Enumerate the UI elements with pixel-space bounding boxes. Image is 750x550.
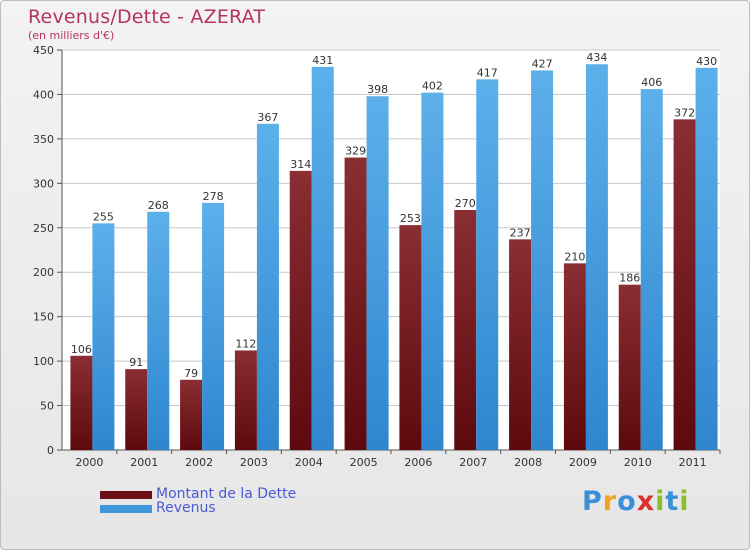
data-label-revenus: 278 xyxy=(203,190,224,203)
bar-dette xyxy=(70,355,93,450)
x-tick-label: 2006 xyxy=(404,456,432,469)
data-label-dette: 91 xyxy=(129,356,143,369)
x-tick-label: 2001 xyxy=(130,456,158,469)
data-label-dette: 270 xyxy=(455,197,476,210)
x-tick-label: 2010 xyxy=(624,456,652,469)
bar-dette xyxy=(289,170,312,450)
logo-letter: P xyxy=(582,486,603,517)
bar-revenus xyxy=(366,96,389,450)
data-label-dette: 112 xyxy=(235,337,256,350)
data-label-dette: 79 xyxy=(184,367,198,380)
x-tick-label: 2011 xyxy=(679,456,707,469)
data-label-revenus: 434 xyxy=(586,51,607,64)
y-tick-label: 0 xyxy=(47,444,54,457)
bar-dette xyxy=(234,350,257,450)
bar-revenus xyxy=(147,211,170,450)
data-label-revenus: 402 xyxy=(422,80,443,93)
logo-letter: i xyxy=(679,486,690,517)
bar-dette xyxy=(618,284,641,450)
data-label-dette: 237 xyxy=(510,226,531,239)
data-label-revenus: 268 xyxy=(148,199,169,212)
x-tick-label: 2005 xyxy=(350,456,378,469)
chart-title: Revenus/Dette - AZERAT xyxy=(28,6,266,28)
x-tick-label: 2009 xyxy=(569,456,597,469)
bar-revenus xyxy=(695,67,718,451)
bar-revenus xyxy=(585,64,608,450)
x-tick-label: 2000 xyxy=(75,456,103,469)
bar-revenus xyxy=(202,202,225,450)
bar-dette xyxy=(344,157,367,451)
y-tick-label: 350 xyxy=(33,133,54,146)
logo-letter: i xyxy=(655,486,666,517)
legend-label-revenus: Revenus xyxy=(156,500,216,516)
bar-revenus xyxy=(476,79,499,450)
x-tick-label: 2002 xyxy=(185,456,213,469)
y-tick-label: 300 xyxy=(33,177,54,190)
data-label-dette: 329 xyxy=(345,145,366,158)
data-label-revenus: 431 xyxy=(312,54,333,67)
y-tick-label: 200 xyxy=(33,266,54,279)
logo-letter: r xyxy=(602,486,618,517)
bar-dette xyxy=(399,225,422,450)
bar-revenus xyxy=(421,92,444,451)
y-tick-label: 400 xyxy=(33,88,54,101)
x-tick-label: 2007 xyxy=(459,456,487,469)
plot-area xyxy=(62,50,720,450)
y-tick-label: 100 xyxy=(33,355,54,368)
bar-revenus xyxy=(256,123,279,451)
bar-revenus xyxy=(640,89,663,450)
legend-swatch-dette xyxy=(100,491,152,499)
data-label-revenus: 406 xyxy=(641,76,662,89)
x-tick-label: 2004 xyxy=(295,456,323,469)
logo-letter: t xyxy=(665,486,680,517)
proxiti-logo: Proxiti xyxy=(582,486,690,517)
data-label-dette: 253 xyxy=(400,212,421,225)
data-label-dette: 372 xyxy=(674,106,695,119)
data-label-dette: 210 xyxy=(564,250,585,263)
y-tick-label: 450 xyxy=(33,44,54,57)
y-tick-label: 250 xyxy=(33,222,54,235)
data-label-revenus: 417 xyxy=(477,66,498,79)
bar-dette xyxy=(454,210,477,450)
bar-dette xyxy=(509,239,532,450)
data-label-dette: 314 xyxy=(290,158,311,171)
bar-revenus xyxy=(311,66,334,450)
bar-dette xyxy=(180,379,203,450)
chart-subtitle: (en milliers d'€) xyxy=(28,29,115,42)
bar-dette xyxy=(563,263,586,450)
bar-revenus xyxy=(531,70,554,450)
logo-letter: x xyxy=(636,486,656,517)
data-label-revenus: 398 xyxy=(367,83,388,96)
y-tick-label: 150 xyxy=(33,311,54,324)
data-label-revenus: 430 xyxy=(696,55,717,68)
data-label-revenus: 427 xyxy=(532,57,553,70)
legend-label-dette: Montant de la Dette xyxy=(156,486,297,502)
data-label-revenus: 367 xyxy=(257,111,278,124)
x-tick-label: 2003 xyxy=(240,456,268,469)
bar-dette xyxy=(673,119,696,450)
data-label-revenus: 255 xyxy=(93,210,114,223)
x-tick-label: 2008 xyxy=(514,456,542,469)
legend-swatch-revenus xyxy=(100,505,152,513)
data-label-dette: 186 xyxy=(619,272,640,285)
logo-letter: o xyxy=(617,486,637,517)
data-label-dette: 106 xyxy=(71,343,92,356)
y-tick-label: 50 xyxy=(40,400,54,413)
bar-dette xyxy=(125,369,148,450)
bar-revenus xyxy=(92,223,115,450)
